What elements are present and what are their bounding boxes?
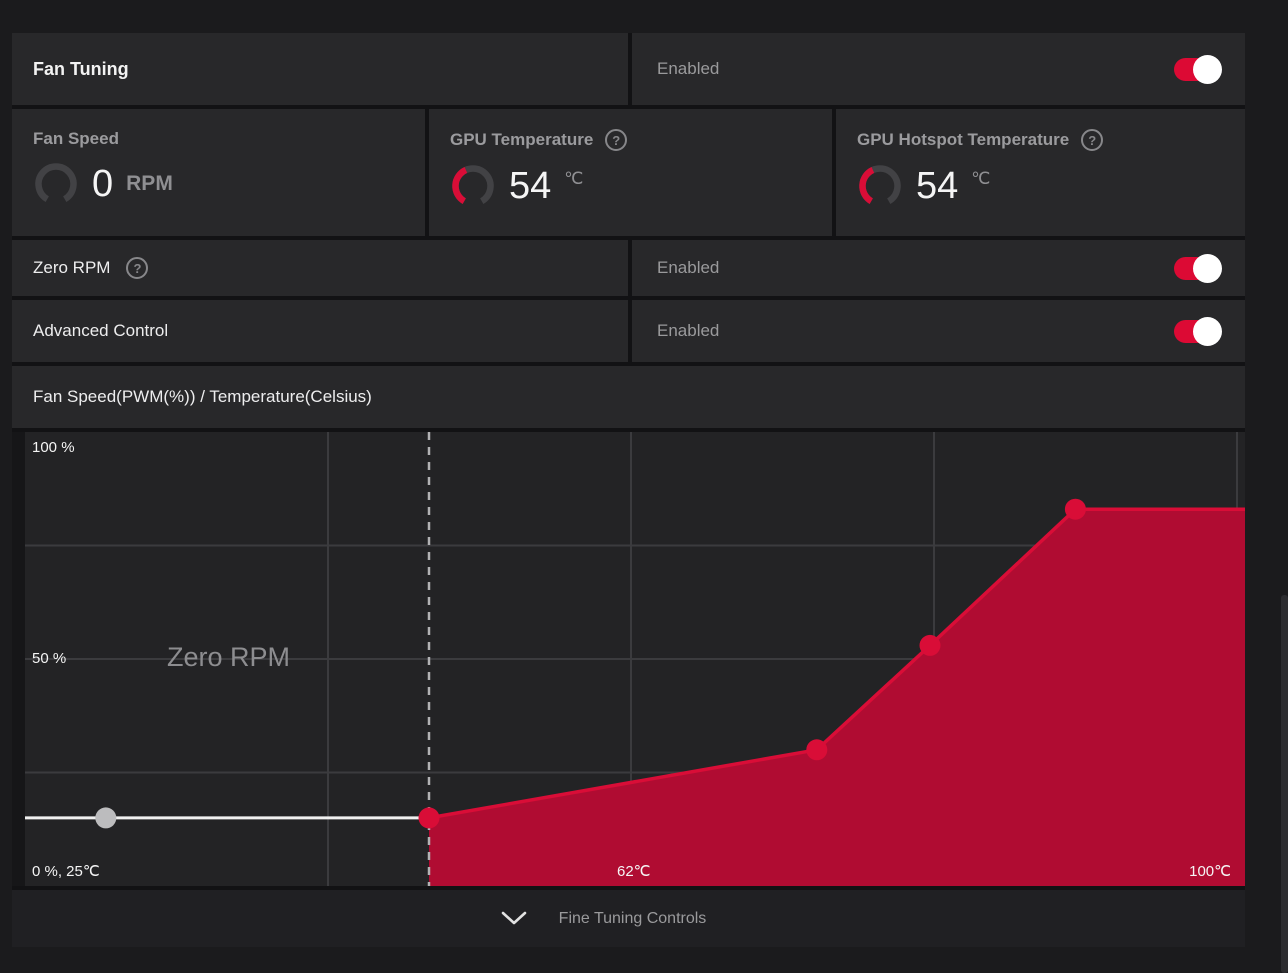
gpu-temperature-label: GPU Temperature [450, 130, 594, 149]
advanced-control-row: Advanced Control [12, 300, 628, 362]
fan-speed-value: 0 [92, 163, 114, 205]
curve-point-2[interactable] [919, 634, 941, 656]
fine-tuning-controls-bar: Fine Tuning Controls [12, 890, 1245, 947]
chart-header-label: Fan Speed(PWM(%)) / Temperature(Celsius) [33, 387, 372, 406]
curve-point-0[interactable] [418, 807, 440, 829]
fan-tuning-toggle[interactable] [1174, 54, 1222, 84]
advanced-control-label: Advanced Control [33, 321, 169, 340]
fan-speed-label: Fan Speed [33, 129, 119, 148]
fine-tuning-controls-label: Fine Tuning Controls [558, 909, 707, 927]
gpu-hotspot-metric-cell: GPU Hotspot Temperature ? 54 ℃ [836, 109, 1245, 236]
fan-tuning-status-cell: Enabled [632, 33, 1245, 105]
gpu-temperature-metric-cell: GPU Temperature ? 54 ℃ [429, 109, 832, 236]
chevron-down-icon [501, 911, 526, 925]
fan-curve-line [428, 507, 1245, 820]
gpu-hotspot-gauge-icon [859, 165, 901, 204]
gpu-hotspot-unit: ℃ [971, 169, 991, 188]
question-circle-icon[interactable]: ? [126, 257, 149, 279]
fine-tuning-controls-expander[interactable]: Fine Tuning Controls [501, 909, 707, 928]
zero-rpm-row: Zero RPM ? [12, 240, 628, 296]
advanced-control-status-text: Enabled [657, 321, 720, 340]
curve-point-3[interactable] [1064, 498, 1086, 520]
gpu-temperature-gauge-icon [452, 165, 494, 204]
min-speed-slider-knob[interactable] [95, 807, 117, 829]
toggle-knob-icon [1193, 54, 1222, 84]
fan-tuning-card: Fan Tuning Enabled Fan Speed 0 RPM GPU T… [12, 33, 1245, 947]
fan-tuning-header-cell: Fan Tuning [12, 33, 628, 105]
question-circle-icon[interactable]: ? [605, 129, 628, 151]
fan-curve-area [429, 509, 1245, 886]
toggle-knob-icon [1193, 253, 1222, 283]
gpu-temperature-value: 54 [509, 165, 552, 207]
zero-rpm-toggle[interactable] [1174, 253, 1222, 283]
zero-rpm-label: Zero RPM [33, 258, 111, 277]
chart-header-row: Fan Speed(PWM(%)) / Temperature(Celsius) [12, 366, 1245, 428]
zero-rpm-status-text: Enabled [657, 258, 720, 277]
fan-curve-plot [25, 432, 1245, 886]
fan-tuning-status-text: Enabled [657, 59, 720, 78]
fan-speed-metric-cell: Fan Speed 0 RPM [12, 109, 425, 236]
gpu-hotspot-label: GPU Hotspot Temperature [857, 130, 1070, 149]
fan-speed-gauge-icon [35, 163, 77, 202]
question-circle-icon[interactable]: ? [1081, 129, 1104, 151]
fan-curve-chart[interactable]: 100 % 50 % 0 %, 25℃ 62℃ 100℃ Zero RPM [12, 432, 1245, 886]
vertical-scrollbar-thumb[interactable] [1281, 595, 1288, 973]
advanced-control-toggle[interactable] [1174, 316, 1222, 346]
zero-rpm-status-cell: Enabled [632, 240, 1245, 296]
curve-point-1[interactable] [806, 739, 828, 761]
gpu-hotspot-value: 54 [916, 165, 959, 207]
fan-speed-unit: RPM [126, 172, 173, 195]
toggle-knob-icon [1193, 316, 1222, 346]
advanced-control-status-cell: Enabled [632, 300, 1245, 362]
page-title: Fan Tuning [33, 58, 129, 79]
gpu-temperature-unit: ℃ [564, 169, 584, 188]
